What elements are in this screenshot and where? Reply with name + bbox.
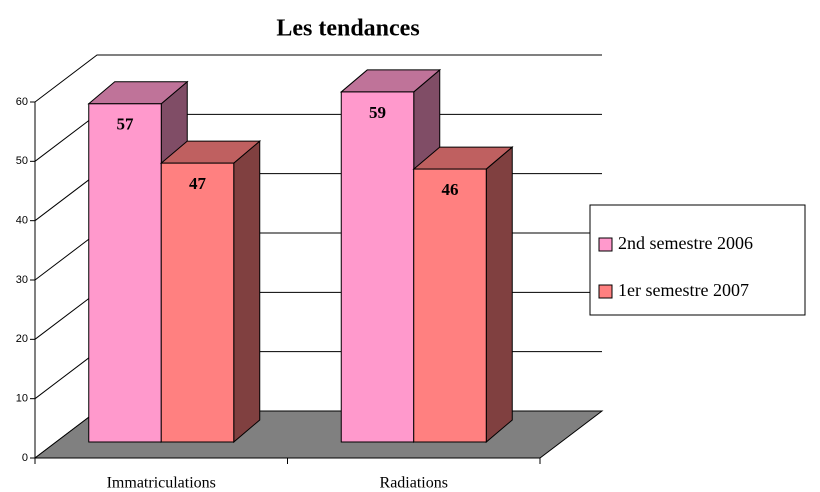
legend-swatch bbox=[598, 284, 613, 299]
bar bbox=[413, 168, 487, 443]
bar bbox=[340, 91, 415, 443]
chart-title: Les tendances bbox=[276, 16, 419, 42]
legend-label: 1er semestre 2007 bbox=[618, 280, 749, 300]
bar bbox=[160, 162, 235, 443]
y-tick-label: 20 bbox=[16, 333, 28, 345]
legend-box bbox=[589, 204, 806, 316]
grid-line bbox=[34, 54, 602, 103]
legend-label: 2nd semestre 2006 bbox=[618, 233, 753, 253]
data-label: 59 bbox=[369, 103, 386, 122]
y-tick-label: 60 bbox=[16, 96, 28, 108]
bar-side bbox=[485, 145, 513, 444]
data-label: 47 bbox=[189, 174, 207, 193]
bar-side bbox=[233, 140, 261, 444]
bar bbox=[88, 103, 162, 443]
y-tick-label: 50 bbox=[16, 155, 28, 167]
y-tick-label: 30 bbox=[16, 274, 28, 286]
y-tick-label: 40 bbox=[16, 215, 28, 227]
data-label: 57 bbox=[117, 115, 135, 134]
data-label: 46 bbox=[442, 180, 459, 199]
x-tick-label: Immatriculations bbox=[107, 475, 216, 492]
y-tick-label: 10 bbox=[16, 393, 28, 405]
y-tick-label: 0 bbox=[22, 452, 28, 464]
x-tick-label: Radiations bbox=[380, 475, 448, 492]
legend-swatch bbox=[598, 237, 613, 252]
